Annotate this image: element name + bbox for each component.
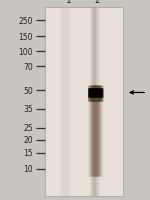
Text: 250: 250 bbox=[18, 17, 33, 25]
Text: 10: 10 bbox=[23, 165, 33, 173]
Text: 70: 70 bbox=[23, 63, 33, 71]
Bar bbox=[45, 8, 123, 196]
Text: 150: 150 bbox=[18, 33, 33, 41]
Text: 50: 50 bbox=[23, 87, 33, 95]
Text: 2: 2 bbox=[95, 0, 100, 5]
Text: 35: 35 bbox=[23, 105, 33, 113]
Text: 20: 20 bbox=[23, 136, 33, 144]
Text: 15: 15 bbox=[23, 149, 33, 157]
Text: 100: 100 bbox=[18, 48, 33, 56]
Text: 25: 25 bbox=[23, 124, 33, 132]
Text: 1: 1 bbox=[66, 0, 72, 5]
